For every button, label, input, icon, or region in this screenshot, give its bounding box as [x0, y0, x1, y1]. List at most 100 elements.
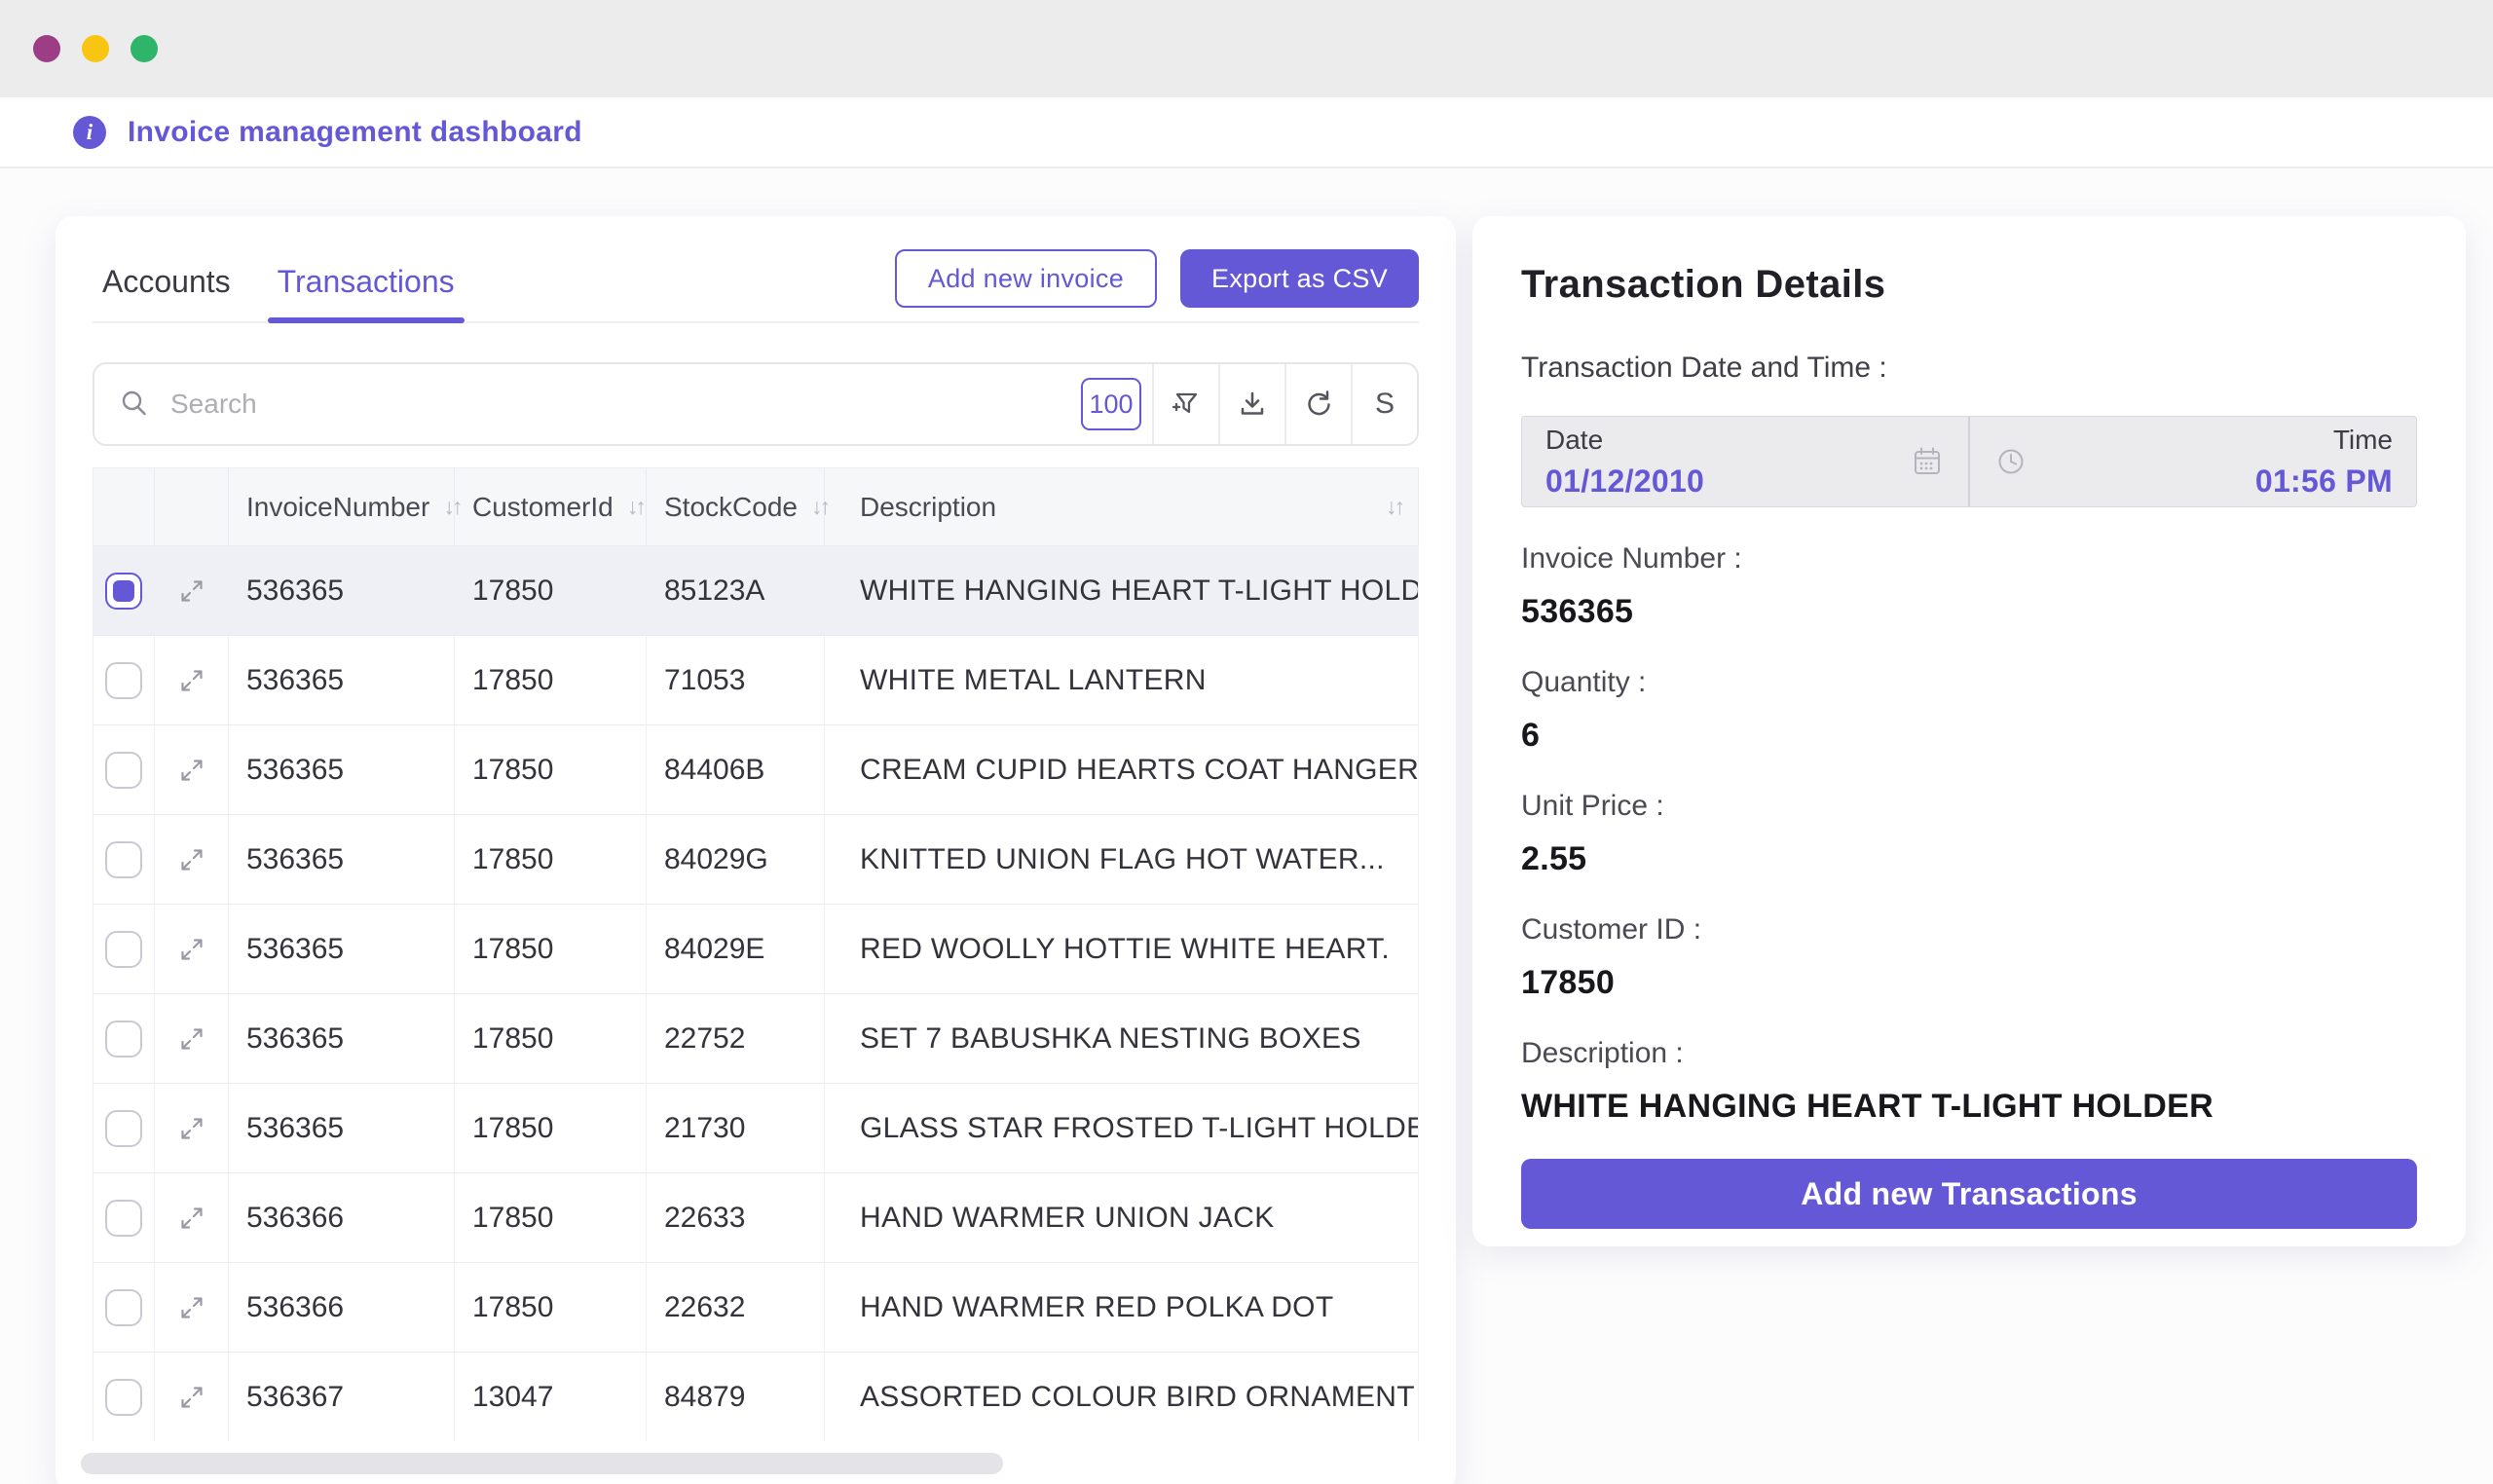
- sort-icon[interactable]: ↓↑: [627, 494, 644, 520]
- clock-icon: [1993, 444, 2028, 479]
- cell-customer-id: 17850: [455, 546, 647, 635]
- table-row[interactable]: 536365 17850 84029G KNITTED UNION FLAG H…: [93, 814, 1419, 904]
- time-label: Time: [2333, 425, 2393, 456]
- row-checkbox[interactable]: [105, 752, 142, 789]
- row-expand-cell: [155, 905, 229, 993]
- expand-row-button[interactable]: [177, 1293, 206, 1322]
- cell-customer-id: 17850: [455, 1263, 647, 1352]
- transactions-card: Accounts Transactions Add new invoice Ex…: [56, 216, 1456, 1484]
- s-button[interactable]: S: [1351, 364, 1417, 444]
- add-new-transactions-button[interactable]: Add new Transactions: [1521, 1159, 2417, 1229]
- row-checkbox[interactable]: [105, 1200, 142, 1237]
- table-row[interactable]: 536365 17850 84406B CREAM CUPID HEARTS C…: [93, 724, 1419, 814]
- field-value: 2.55: [1521, 840, 2417, 878]
- table-row[interactable]: 536366 17850 22633 HAND WARMER UNION JAC…: [93, 1172, 1419, 1262]
- header-label: StockCode: [664, 492, 798, 523]
- expand-row-button[interactable]: [177, 845, 206, 874]
- export-csv-button[interactable]: Export as CSV: [1180, 249, 1419, 308]
- table-row[interactable]: 536366 17850 22632 HAND WARMER RED POLKA…: [93, 1262, 1419, 1352]
- cell-invoice-number: 536367: [229, 1353, 455, 1441]
- page-size-cell: [1070, 364, 1152, 444]
- table-row[interactable]: 536365 17850 22752 SET 7 BABUSHKA NESTIN…: [93, 993, 1419, 1083]
- row-checkbox[interactable]: [105, 931, 142, 968]
- expand-row-button[interactable]: [177, 1204, 206, 1233]
- expand-row-button[interactable]: [177, 756, 206, 785]
- calendar-icon: [1910, 444, 1945, 479]
- cell-invoice-number: 536365: [229, 636, 455, 724]
- table-row[interactable]: 536365 17850 85123A WHITE HANGING HEART …: [93, 545, 1419, 635]
- expand-icon: [177, 756, 206, 785]
- cell-invoice-number: 536366: [229, 1263, 455, 1352]
- expand-row-button[interactable]: [177, 1114, 206, 1143]
- horizontal-scrollbar[interactable]: [81, 1453, 1003, 1474]
- page-size-input[interactable]: [1081, 378, 1141, 430]
- sort-icon[interactable]: ↓↑: [1386, 494, 1402, 520]
- row-checkbox[interactable]: [105, 1020, 142, 1057]
- expand-row-button[interactable]: [177, 1383, 206, 1412]
- table-row[interactable]: 536365 17850 84029E RED WOOLLY HOTTIE WH…: [93, 904, 1419, 993]
- tab-transactions[interactable]: Transactions: [268, 264, 465, 321]
- search-icon: [118, 388, 151, 421]
- transaction-details-card: Transaction Details Transaction Date and…: [1472, 216, 2466, 1246]
- table-toolbar: S: [93, 362, 1419, 446]
- row-select-cell: [93, 994, 155, 1083]
- date-value: 01/12/2010: [1545, 464, 1910, 500]
- table-body: 536365 17850 85123A WHITE HANGING HEART …: [93, 545, 1419, 1441]
- cell-description: KNITTED UNION FLAG HOT WATER...: [825, 815, 1419, 904]
- cell-invoice-number: 536365: [229, 546, 455, 635]
- date-label: Date: [1545, 425, 1910, 456]
- row-expand-cell: [155, 815, 229, 904]
- expand-row-button[interactable]: [177, 576, 206, 606]
- header-expand-column: [155, 468, 229, 545]
- expand-row-button[interactable]: [177, 935, 206, 964]
- row-checkbox[interactable]: [105, 573, 142, 610]
- expand-row-button[interactable]: [177, 666, 206, 695]
- cell-stock-code: 22632: [647, 1263, 825, 1352]
- close-button[interactable]: [33, 35, 60, 62]
- field-label: Quantity :: [1521, 666, 2417, 699]
- refresh-button[interactable]: [1284, 364, 1351, 444]
- datetime-box: Date 01/12/2010: [1521, 416, 2417, 507]
- field-label: Description :: [1521, 1037, 2417, 1070]
- header-select-column: [93, 468, 155, 545]
- row-select-cell: [93, 1173, 155, 1262]
- add-new-invoice-button[interactable]: Add new invoice: [895, 249, 1157, 308]
- date-field[interactable]: Date 01/12/2010: [1522, 417, 1970, 506]
- cell-customer-id: 17850: [455, 725, 647, 814]
- row-checkbox[interactable]: [105, 841, 142, 878]
- table-row[interactable]: 536365 17850 21730 GLASS STAR FROSTED T-…: [93, 1083, 1419, 1172]
- field-invoice-number: Invoice Number : 536365: [1521, 542, 2417, 631]
- table-header: InvoiceNumber ↓↑ CustomerId ↓↑ StockCode…: [93, 467, 1419, 545]
- cell-stock-code: 21730: [647, 1084, 825, 1172]
- cell-description: CREAM CUPID HEARTS COAT HANGER: [825, 725, 1419, 814]
- row-select-cell: [93, 1263, 155, 1352]
- cell-stock-code: 84029G: [647, 815, 825, 904]
- s-button-label: S: [1375, 388, 1395, 421]
- header-label: CustomerId: [472, 492, 614, 523]
- table-row[interactable]: 536365 17850 71053 WHITE METAL LANTERN: [93, 635, 1419, 724]
- cell-stock-code: 84029E: [647, 905, 825, 993]
- expand-row-button[interactable]: [177, 1024, 206, 1054]
- filter-button[interactable]: [1152, 364, 1218, 444]
- table-row[interactable]: 536367 13047 84879 ASSORTED COLOUR BIRD …: [93, 1352, 1419, 1441]
- row-checkbox[interactable]: [105, 662, 142, 699]
- download-button[interactable]: [1218, 364, 1284, 444]
- row-checkbox[interactable]: [105, 1110, 142, 1147]
- time-value: 01:56 PM: [2255, 464, 2393, 500]
- cell-stock-code: 71053: [647, 636, 825, 724]
- search-input[interactable]: [170, 389, 1070, 420]
- maximize-button[interactable]: [130, 35, 158, 62]
- tabs-row: Accounts Transactions Add new invoice Ex…: [93, 216, 1419, 323]
- time-field[interactable]: Time 01:56 PM: [1970, 417, 2416, 506]
- minimize-button[interactable]: [82, 35, 109, 62]
- cell-description: HAND WARMER UNION JACK: [825, 1173, 1419, 1262]
- row-select-cell: [93, 905, 155, 993]
- field-label: Customer ID :: [1521, 913, 2417, 946]
- field-label: Invoice Number :: [1521, 542, 2417, 575]
- row-checkbox[interactable]: [105, 1289, 142, 1326]
- row-expand-cell: [155, 1263, 229, 1352]
- tab-accounts[interactable]: Accounts: [93, 264, 241, 321]
- field-label: Unit Price :: [1521, 790, 2417, 823]
- expand-icon: [177, 1383, 206, 1412]
- row-checkbox[interactable]: [105, 1379, 142, 1416]
